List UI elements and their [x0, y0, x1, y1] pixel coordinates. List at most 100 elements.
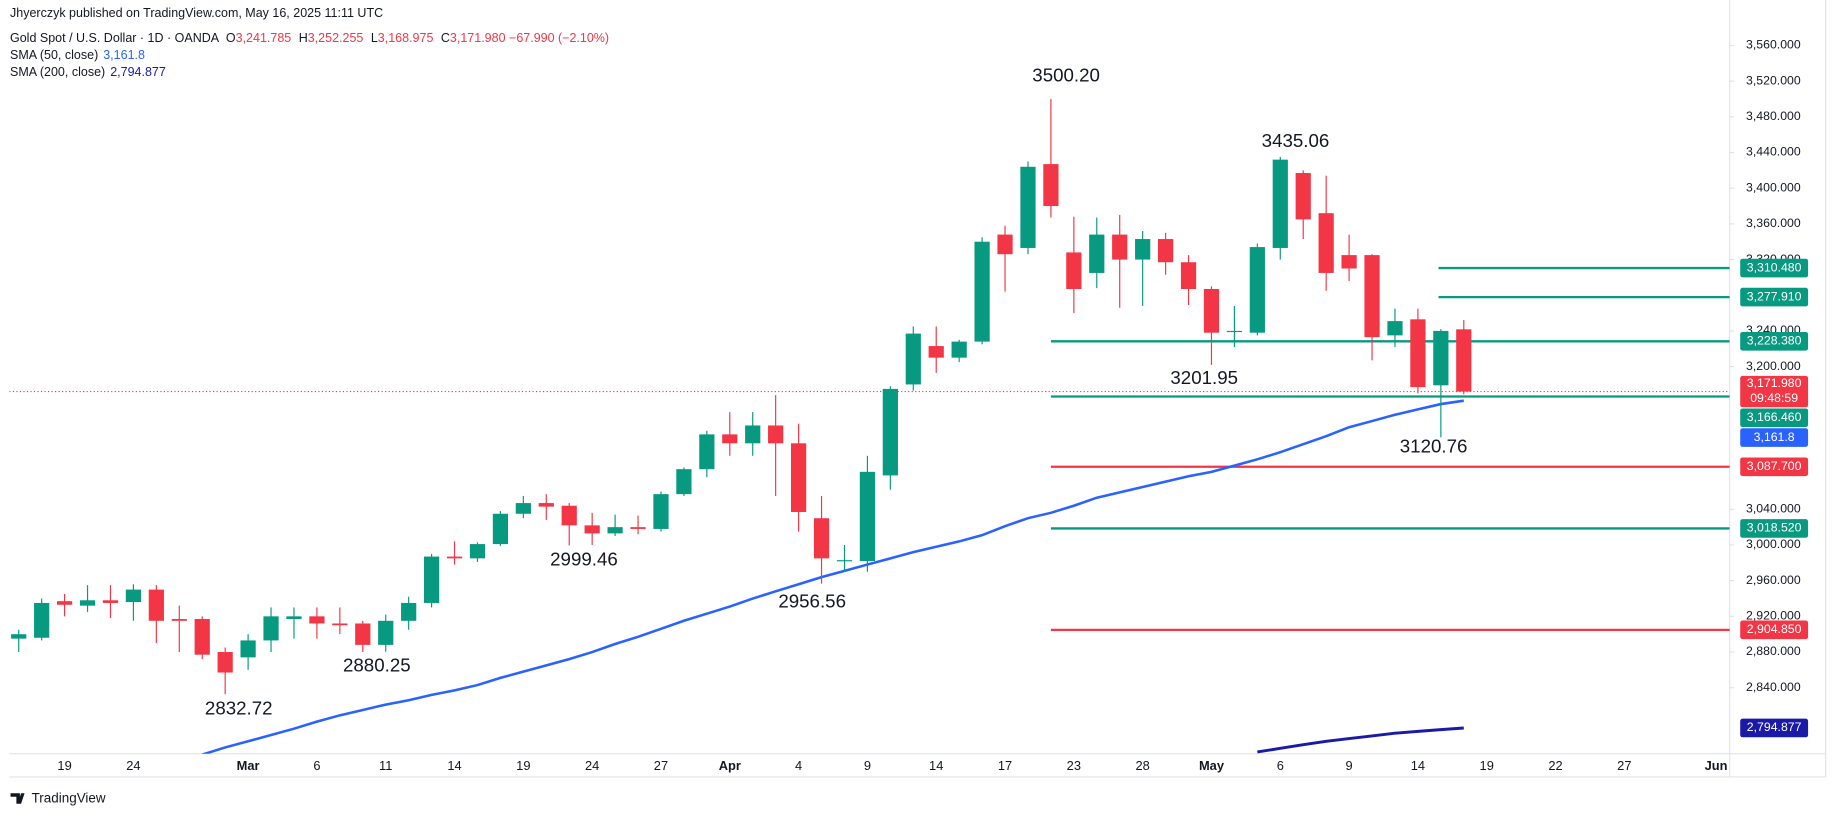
candle-body	[1272, 159, 1288, 248]
candle-body	[1387, 321, 1403, 336]
candle-body	[148, 589, 164, 621]
candle-body	[1341, 255, 1357, 269]
x-tick-label: 23	[1067, 758, 1081, 773]
candle-body	[1089, 234, 1105, 273]
price-tag: 2,794.877	[1740, 718, 1809, 738]
price-tag: 3,310.480	[1740, 258, 1809, 278]
x-tick-label: 14	[447, 758, 461, 773]
x-tick-label: 14	[929, 758, 943, 773]
candle-body	[492, 513, 509, 545]
candle-body	[974, 241, 990, 342]
price-tag-box	[1740, 375, 1809, 408]
plot	[9, 98, 1730, 754]
y-tick-label: 3,440.000	[1746, 145, 1801, 159]
price-tag-box	[1740, 287, 1809, 307]
candle-body	[423, 556, 440, 603]
price-tag-label: 3,161.8	[1754, 430, 1795, 444]
candle-body	[286, 616, 302, 620]
price-tag: 3,161.8	[1740, 428, 1809, 447]
annotation: 3500.20	[1032, 65, 1100, 86]
ohlc-key: H	[298, 31, 308, 45]
candle-body	[171, 619, 187, 621]
candle-body	[217, 652, 233, 673]
y-tick-label: 3,040.000	[1746, 502, 1801, 516]
candle-body	[1043, 164, 1059, 207]
x-tick-label: 19	[57, 758, 71, 773]
candle-body	[676, 469, 692, 495]
candle-body	[790, 443, 807, 512]
x-tick-label: 4	[795, 758, 802, 773]
price-tag-box	[1740, 620, 1809, 640]
candle-body	[79, 600, 96, 606]
candle-body	[355, 623, 371, 645]
symbol-row: Gold Spot / U.S. Dollar · 1D · OANDA O3,…	[10, 30, 609, 47]
sma-line	[201, 399, 1464, 754]
price-tag-label: 3,018.520	[1747, 521, 1802, 535]
price-tag-box	[1740, 428, 1809, 447]
price-tag-label: 3,171.980	[1747, 376, 1802, 390]
legend-name: SMA (200, close)	[10, 65, 106, 79]
legend: Jhyerczyk published on TradingView.com, …	[10, 5, 609, 81]
price-tag-label: 3,228.380	[1747, 334, 1802, 348]
change: −67.990 (−2.10%)	[509, 31, 610, 45]
x-tick-label: Jun	[1705, 758, 1728, 773]
candle-body	[584, 525, 600, 534]
y-tick-label: 2,880.000	[1746, 644, 1801, 658]
x-tick-label: 6	[1277, 758, 1284, 773]
annotation: 2880.25	[343, 654, 411, 675]
candle-body	[653, 494, 669, 529]
price-tag-label: 3,310.480	[1747, 260, 1802, 274]
candle-body	[607, 527, 623, 534]
x-tick-label: Mar	[237, 758, 260, 773]
ohlc-key: O	[225, 31, 236, 45]
ohlc-value: 3,252.255	[307, 31, 364, 45]
header: Jhyerczyk published on TradingView.com, …	[10, 6, 384, 20]
price-tag: 2,904.850	[1740, 620, 1809, 640]
candle-body	[1112, 234, 1128, 260]
sma-legend-row: SMA (200, close) 2,794.877	[10, 64, 609, 81]
x-tick-label: 24	[126, 758, 140, 773]
candle-body	[56, 601, 73, 605]
x-tick-label: 9	[1346, 758, 1353, 773]
logo-icon	[10, 793, 25, 804]
candle-body	[745, 425, 761, 444]
sma-legend-row: SMA (50, close) 3,161.8	[10, 47, 609, 64]
candle-body	[951, 341, 967, 358]
x-tick-label: 27	[1617, 758, 1631, 773]
x-tick-label: Apr	[719, 758, 741, 773]
candle-body	[1364, 255, 1380, 338]
candle-body	[102, 600, 119, 603]
ohlc-value: 3,241.785	[235, 31, 292, 45]
y-tick-label: 3,520.000	[1746, 73, 1801, 87]
candle-body	[997, 234, 1013, 255]
candle-body	[905, 333, 921, 385]
candle-body	[1135, 239, 1151, 260]
y-tick-label: 2,840.000	[1746, 680, 1801, 694]
x-tick-label: 6	[313, 758, 320, 773]
y-tick-label: 3,000.000	[1746, 537, 1801, 551]
candle-body	[1020, 166, 1036, 248]
candle-body	[1066, 252, 1082, 289]
y-tick-label: 3,560.000	[1746, 38, 1801, 52]
price-tag-label: 09:48:59	[1750, 391, 1798, 405]
candle-body	[446, 556, 463, 559]
x-tick-label: May	[1199, 758, 1225, 773]
x-tick-label: 22	[1548, 758, 1562, 773]
price-tag-label: 3,277.910	[1747, 289, 1802, 303]
candle-body	[515, 503, 531, 514]
candle-body	[836, 560, 853, 562]
candle-body	[34, 602, 50, 638]
annotation: 3120.76	[1400, 436, 1468, 457]
price-tag-box	[1740, 457, 1809, 477]
price-tag: 3,277.910	[1740, 287, 1809, 307]
x-tick-label: 27	[654, 758, 668, 773]
candle-body	[1249, 247, 1265, 333]
candle-body	[1456, 329, 1472, 392]
y-tick-label: 3,360.000	[1746, 216, 1801, 230]
legend-value: 2,794.877	[110, 65, 166, 79]
candle-body	[194, 619, 210, 655]
candle-body	[561, 505, 577, 526]
x-tick-label: 14	[1411, 758, 1425, 773]
